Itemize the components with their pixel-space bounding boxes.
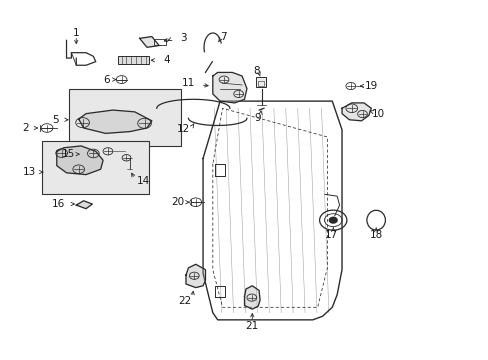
Circle shape [329, 217, 336, 223]
Text: 17: 17 [324, 230, 337, 239]
Text: 14: 14 [136, 176, 149, 186]
Bar [258, 81, 264, 86]
Bar [154, 39, 166, 45]
Text: 12: 12 [177, 124, 190, 134]
FancyBboxPatch shape [69, 89, 181, 146]
Polygon shape [140, 37, 159, 47]
Polygon shape [244, 286, 260, 309]
Text: 19: 19 [364, 81, 377, 91]
Polygon shape [57, 146, 103, 175]
Polygon shape [341, 103, 370, 121]
Text: 18: 18 [369, 230, 382, 239]
Text: 13: 13 [22, 167, 36, 177]
Text: 16: 16 [52, 199, 65, 209]
Text: 5: 5 [52, 115, 59, 125]
Polygon shape [212, 72, 246, 103]
Text: 7: 7 [219, 32, 226, 41]
Polygon shape [76, 201, 92, 209]
Text: 1: 1 [73, 28, 80, 38]
Text: 3: 3 [180, 33, 186, 43]
Text: 9: 9 [254, 113, 261, 123]
FancyBboxPatch shape [42, 140, 149, 194]
Polygon shape [79, 110, 152, 134]
Text: 4: 4 [163, 55, 169, 65]
Polygon shape [185, 264, 205, 288]
Bar [118, 56, 149, 64]
Text: 6: 6 [103, 75, 110, 85]
Text: 11: 11 [182, 78, 195, 88]
Text: 2: 2 [22, 123, 29, 133]
Text: 10: 10 [371, 109, 385, 119]
Text: 20: 20 [171, 197, 184, 207]
Bar [255, 77, 266, 87]
Text: 21: 21 [245, 321, 259, 331]
Text: 8: 8 [253, 66, 260, 76]
Text: 15: 15 [61, 149, 75, 159]
Text: 22: 22 [178, 296, 191, 306]
